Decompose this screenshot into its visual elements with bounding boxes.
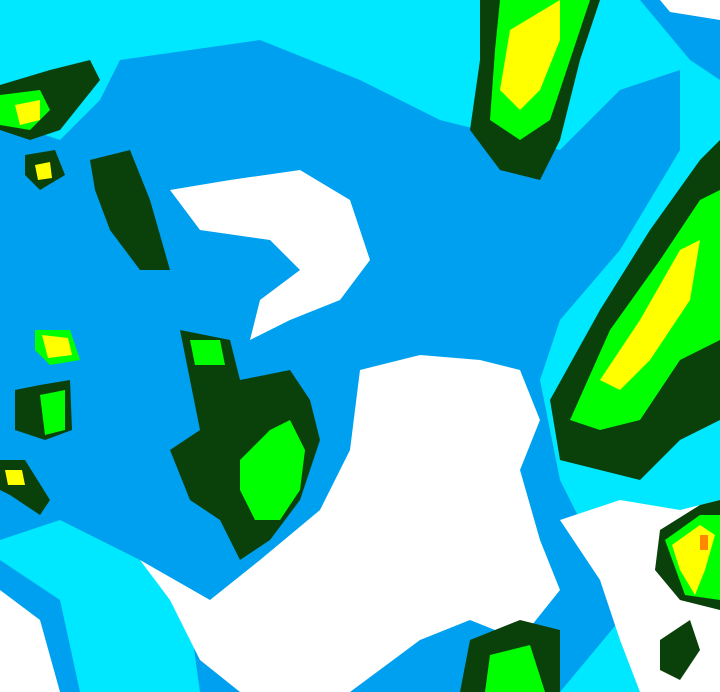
clear-area-north (170, 170, 370, 340)
echo-level5-leftcell (42, 335, 72, 358)
echo-level4-central2 (190, 340, 225, 365)
echo-level5-leftcell3 (5, 470, 25, 485)
echo-level5-north (500, 0, 560, 110)
echo-level5-cell (35, 162, 52, 180)
clear-area-topright (660, 0, 720, 20)
echo-level3-southeast2 (660, 620, 700, 680)
echo-level5-eastband (600, 240, 700, 390)
echo-level2-topright (640, 0, 720, 80)
echo-level3-west (90, 150, 170, 270)
echo-level4-central (240, 420, 305, 520)
clear-area-south (140, 355, 560, 692)
echo-level4-leftcell2 (40, 390, 65, 435)
clear-area-left (0, 590, 60, 692)
echo-level5-topleft (15, 100, 40, 125)
echo-level6-southeast (700, 535, 708, 550)
echo-level4-bottom (485, 645, 545, 692)
